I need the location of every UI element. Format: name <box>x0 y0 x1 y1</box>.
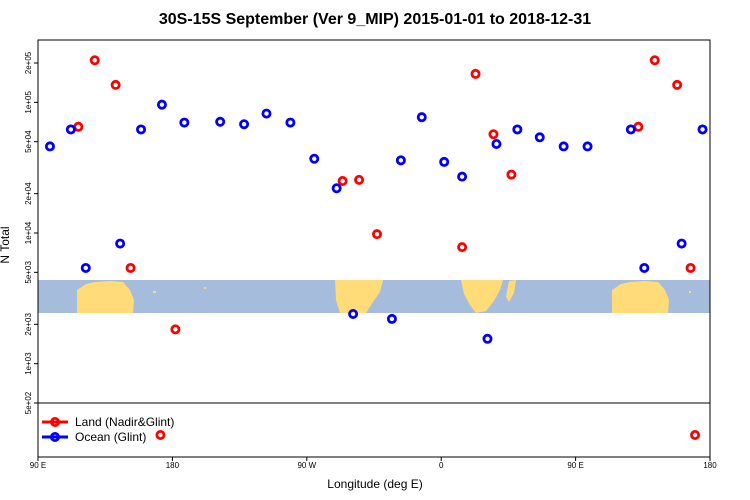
data-points <box>44 55 708 440</box>
ocean-point <box>416 112 427 123</box>
ocean-point <box>439 156 450 167</box>
land-point <box>354 174 365 185</box>
land-point <box>170 324 181 335</box>
land-point <box>125 262 136 273</box>
y-tick-label: 5e+03 <box>24 261 33 284</box>
ocean-point <box>512 124 523 135</box>
legend-land-marker <box>50 416 61 427</box>
ocean-point <box>482 333 493 344</box>
x-tick-label: 90 E <box>567 461 583 470</box>
small-island-shape <box>204 287 206 289</box>
ocean-point <box>625 124 636 135</box>
y-tick-label: 1e+05 <box>24 91 33 114</box>
ocean-point <box>457 171 468 182</box>
x-axis-label: Longitude (deg E) <box>327 477 422 491</box>
x-tick-label: 180 <box>703 461 717 470</box>
x-tick-label: 180 <box>166 461 180 470</box>
ocean-point <box>386 313 397 324</box>
small-island-shape <box>153 291 156 293</box>
ocean-point <box>239 119 250 130</box>
ocean-point <box>136 124 147 135</box>
land-point <box>506 169 517 180</box>
y-axis: 5e+02 1e+03 2e+03 5e+03 1e+04 2e+04 5e+04 1e+05… <box>24 51 38 414</box>
legend-land-label: Land (Nadir&Glint) <box>75 415 174 429</box>
y-tick-label: 2e+04 <box>24 182 33 205</box>
land-point <box>457 242 468 253</box>
y-tick-label: 5e+04 <box>24 130 33 153</box>
ocean-point <box>261 108 272 119</box>
australia-west-shape <box>77 281 134 313</box>
australia-east-shape <box>612 281 669 313</box>
y-tick-label: 2e+05 <box>24 51 33 74</box>
world-map-band <box>38 280 710 313</box>
chart-title: 30S-15S September (Ver 9_MIP) 2015-01-01… <box>159 11 591 28</box>
land-point <box>649 55 660 66</box>
ocean-point <box>285 117 296 128</box>
ocean-point <box>215 116 226 127</box>
land-point <box>89 55 100 66</box>
plot-frame <box>37 39 711 404</box>
land-point <box>672 79 683 90</box>
ocean-point <box>348 308 359 319</box>
ocean-point <box>697 124 708 135</box>
y-tick-label: 5e+02 <box>24 391 33 414</box>
x-tick-label: 90 E <box>30 461 46 470</box>
ocean-point <box>156 99 167 110</box>
y-axis-label: N Total <box>0 226 12 263</box>
small-island-shape <box>689 291 691 293</box>
ocean-point <box>676 238 687 249</box>
ocean-point <box>65 124 76 135</box>
africa-shape <box>461 280 503 313</box>
land-point <box>337 176 348 187</box>
y-tick-label: 1e+03 <box>24 352 33 375</box>
y-tick-label: 1e+04 <box>24 221 33 244</box>
ocean-point <box>179 117 190 128</box>
land-point <box>685 262 696 273</box>
x-tick-label: 0 <box>439 461 444 470</box>
x-axis: 90 E 180 90 W 0 90 E 180 <box>30 457 717 470</box>
ocean-point <box>309 153 320 164</box>
legend: Land (Nadir&Glint) Ocean (Glint) <box>42 415 174 444</box>
ocean-point <box>44 141 55 152</box>
ocean-point <box>534 132 545 143</box>
land-point <box>488 129 499 140</box>
land-point <box>470 68 481 79</box>
ocean-point <box>80 262 91 273</box>
land-point <box>371 229 382 240</box>
ocean-point <box>558 141 569 152</box>
legend-ocean-marker <box>50 431 61 442</box>
land-point <box>110 79 121 90</box>
x-tick-label: 90 W <box>297 461 316 470</box>
ocean-point <box>639 262 650 273</box>
ocean-point <box>582 141 593 152</box>
ocean-point <box>491 138 502 149</box>
ocean-point <box>395 155 406 166</box>
land-shapes <box>77 280 691 313</box>
land-point-out-of-range <box>155 429 166 440</box>
legend-panel-frame <box>37 402 711 458</box>
land-point-out-of-range <box>690 429 701 440</box>
madagascar-shape <box>506 280 516 302</box>
ocean-point <box>331 183 342 194</box>
south-america-shape <box>335 280 383 313</box>
y-tick-label: 2e+03 <box>24 313 33 336</box>
ocean-point <box>115 238 126 249</box>
legend-ocean-label: Ocean (Glint) <box>75 430 146 444</box>
